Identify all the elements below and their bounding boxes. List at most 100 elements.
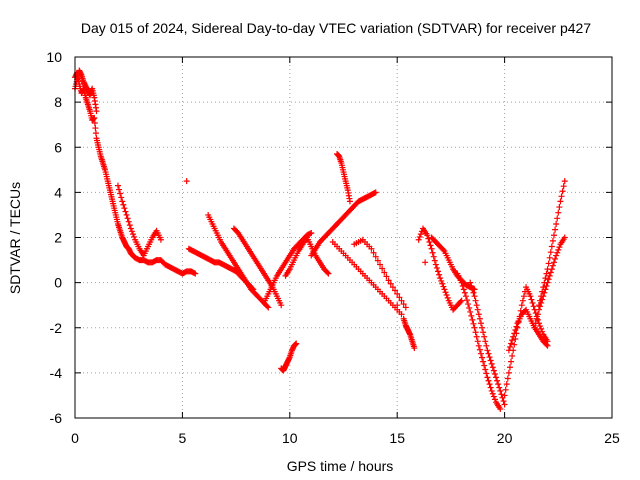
data-point [426, 239, 433, 246]
data-point [126, 222, 133, 229]
data-point [509, 352, 516, 359]
data-point [435, 268, 442, 275]
data-point [116, 186, 123, 193]
data-point [484, 347, 491, 354]
data-point [558, 193, 565, 200]
data-point [504, 375, 511, 382]
data-point [416, 233, 423, 240]
data-point [518, 302, 525, 309]
data-point [553, 220, 560, 227]
data-point [381, 269, 388, 276]
data-point [265, 304, 272, 311]
data-point [129, 231, 136, 238]
data-point [92, 130, 99, 137]
data-point [502, 386, 509, 393]
data-point [429, 249, 436, 256]
data-point [121, 205, 128, 212]
data-point [543, 341, 550, 348]
data-point [534, 311, 541, 318]
data-point [512, 327, 519, 334]
data-point [505, 347, 512, 354]
data-point [264, 303, 271, 310]
data-point [556, 244, 563, 251]
data-point [460, 286, 467, 293]
x-tick-label: 5 [179, 430, 187, 446]
data-point [519, 297, 526, 304]
data-point [548, 266, 555, 273]
data-point [119, 198, 126, 205]
data-point [482, 338, 489, 345]
data-point [541, 289, 548, 296]
data-point [476, 315, 483, 322]
data-point [471, 293, 478, 300]
data-point [557, 198, 564, 205]
data-point [547, 269, 554, 276]
data-point [444, 294, 451, 301]
data-point [483, 342, 490, 349]
data-point [533, 315, 540, 322]
data-point [383, 273, 390, 280]
data-point [458, 297, 465, 304]
data-point [494, 377, 501, 384]
data-point [485, 350, 492, 357]
data-point [124, 215, 131, 222]
data-point [479, 354, 486, 361]
data-point [481, 333, 488, 340]
x-tick-label: 20 [497, 430, 513, 446]
data-point [500, 398, 507, 405]
data-point [552, 255, 559, 262]
data-point [389, 284, 396, 291]
data-point [484, 374, 491, 381]
data-point [528, 296, 535, 303]
data-point [486, 354, 493, 361]
data-point [440, 283, 447, 290]
data-point [117, 190, 124, 197]
data-marks [72, 67, 568, 412]
data-point [490, 393, 497, 400]
data-point [491, 371, 498, 378]
data-point [123, 211, 130, 218]
y-tick-label: -2 [50, 320, 63, 336]
y-tick-labels: -6 -4 -2 0 2 4 6 8 10 [46, 49, 62, 426]
data-point [543, 270, 550, 277]
x-tick-labels: 0 5 10 15 20 25 [71, 430, 620, 446]
data-point [125, 218, 132, 225]
data-point [430, 253, 437, 260]
data-point [555, 246, 562, 253]
data-point [508, 358, 515, 365]
y-tick-label: 4 [54, 184, 62, 200]
data-point [346, 198, 353, 205]
data-point [192, 270, 199, 277]
data-point [278, 302, 285, 309]
data-point [324, 269, 331, 276]
data-point [464, 297, 471, 304]
data-point [505, 369, 512, 376]
data-point [554, 249, 561, 256]
data-point [549, 262, 556, 269]
data-point [551, 259, 558, 266]
data-point [538, 299, 545, 306]
data-point [472, 297, 479, 304]
y-tick-label: -6 [50, 410, 63, 426]
data-point [539, 296, 546, 303]
data-point [415, 236, 422, 243]
data-point [495, 381, 502, 388]
data-point [400, 301, 407, 308]
data-point [501, 401, 508, 408]
data-point [377, 261, 384, 268]
data-point [539, 328, 546, 335]
data-point [561, 178, 568, 185]
data-point [396, 294, 403, 301]
data-point [374, 257, 381, 264]
data-point [473, 302, 480, 309]
data-point [546, 254, 553, 261]
data-point [485, 377, 492, 384]
data-point [498, 391, 505, 398]
data-point [561, 234, 568, 241]
data-point [372, 253, 379, 260]
data-point [461, 289, 468, 296]
data-point [488, 387, 495, 394]
data-point [379, 265, 386, 272]
data-point [497, 405, 504, 412]
